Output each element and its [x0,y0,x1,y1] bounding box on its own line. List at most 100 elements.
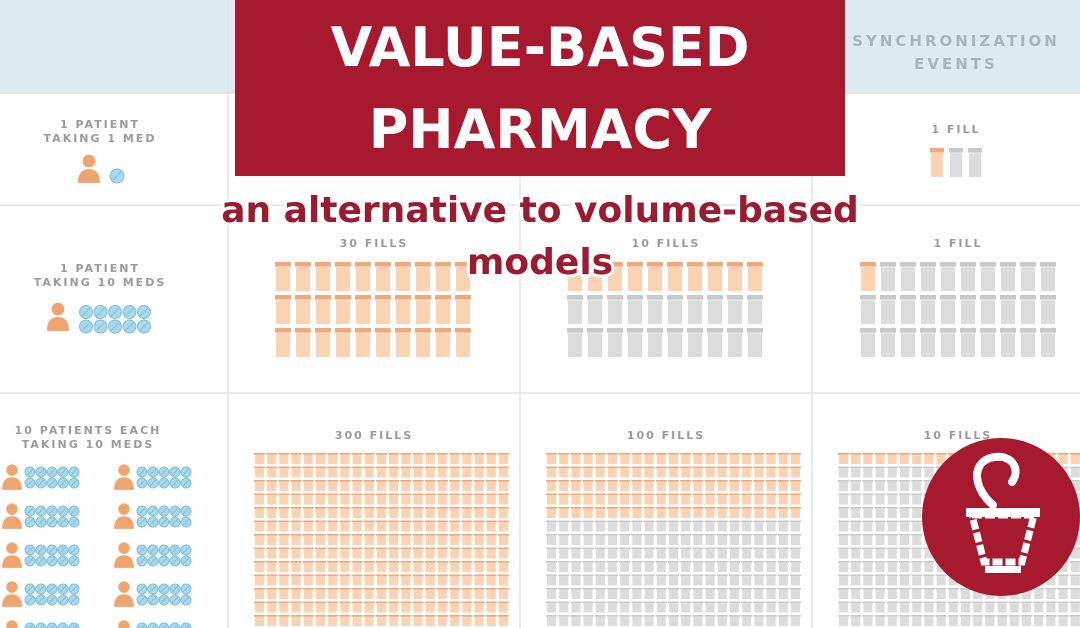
bottle [656,576,666,586]
bottle-cap [400,493,412,496]
bottle [456,300,470,324]
bottle [462,495,472,505]
bottle-cap [692,520,704,523]
bottle [730,535,739,545]
bottle-cap [923,588,935,590]
bottle-cap [455,262,471,267]
bottle-cap [655,615,667,617]
bottle-cap [376,480,387,482]
bottle [839,616,848,626]
bottle [708,267,722,291]
bottle-cap [741,601,753,604]
bottle [791,616,800,626]
bottle [583,495,593,505]
bottle-cap [716,466,728,469]
bottle-cap [960,262,976,267]
bottle [887,468,897,478]
bottle-cap [607,493,618,496]
bottle-cap [899,480,910,482]
bottle [791,481,800,491]
bottle [547,535,556,545]
bottle [267,454,277,464]
bottle [766,603,776,613]
bottle [717,535,727,545]
bottle [961,333,975,357]
bottle-cap [339,520,351,523]
bottle [839,468,848,478]
bottle [754,576,764,586]
bottle [900,481,909,491]
bottle-cap [582,561,594,563]
bottle [705,508,715,518]
bottle [693,589,703,599]
pill-line [37,518,45,526]
bottle-cap [1069,547,1080,550]
bottle [438,576,447,586]
bottle [340,589,350,599]
bottle-cap [968,148,982,153]
bottle-cap [607,466,618,469]
bottle [1058,589,1068,599]
bottle [1058,603,1068,613]
bottle [656,495,666,505]
person-body [78,169,100,183]
bottle-cap [940,328,956,333]
bottle [1058,576,1068,586]
bottle-cap [400,507,412,509]
bottle [961,589,970,599]
bottle-cap [886,615,898,617]
bottle [705,535,715,545]
bottle [608,549,617,559]
bottle [669,616,678,626]
bottle-cap [729,561,740,563]
bottle [1070,576,1080,586]
bottle-cap [558,615,570,617]
bottle [303,589,313,599]
bottle-cap [437,588,448,590]
bottle-cap [412,615,424,617]
bottle-cap [729,534,740,536]
bottle [303,508,313,518]
bottle [340,495,350,505]
bottle [1001,300,1015,324]
bottle [961,616,970,626]
bottle-cap [960,601,971,604]
bottle [255,576,264,586]
bottle [279,508,289,518]
bottle [291,508,301,518]
bottle-cap [315,574,326,577]
bottle [438,616,447,626]
bottle-cap [777,480,789,482]
bottle-cap [923,615,935,617]
bottle-cap [400,561,412,563]
bottle [547,454,556,464]
bottle [730,522,739,532]
bottle-cap [874,574,886,577]
bottle [499,616,508,626]
title: VALUE-BASED [330,16,749,79]
bottle [389,522,399,532]
bottle-cap [355,295,371,300]
bottle-cap [290,507,302,509]
bottle-cap [607,574,618,577]
bottle-cap [278,615,290,617]
bottle [705,576,715,586]
bottle-cap [582,507,594,509]
bottle-cap [741,547,753,550]
bottle-cap [862,480,874,482]
bottle [352,481,362,491]
bottle [303,576,313,586]
bottle-cap [647,262,663,267]
bottle-cap [567,262,583,267]
bottle [389,549,399,559]
bottle [742,549,752,559]
bottle [303,468,313,478]
bottle [632,549,642,559]
bottle [340,616,350,626]
bottle-cap [668,574,679,577]
bottle-cap [558,493,570,496]
bottle [887,603,897,613]
bottle-cap [290,574,302,577]
bottle [608,535,617,545]
bottle [861,300,875,324]
